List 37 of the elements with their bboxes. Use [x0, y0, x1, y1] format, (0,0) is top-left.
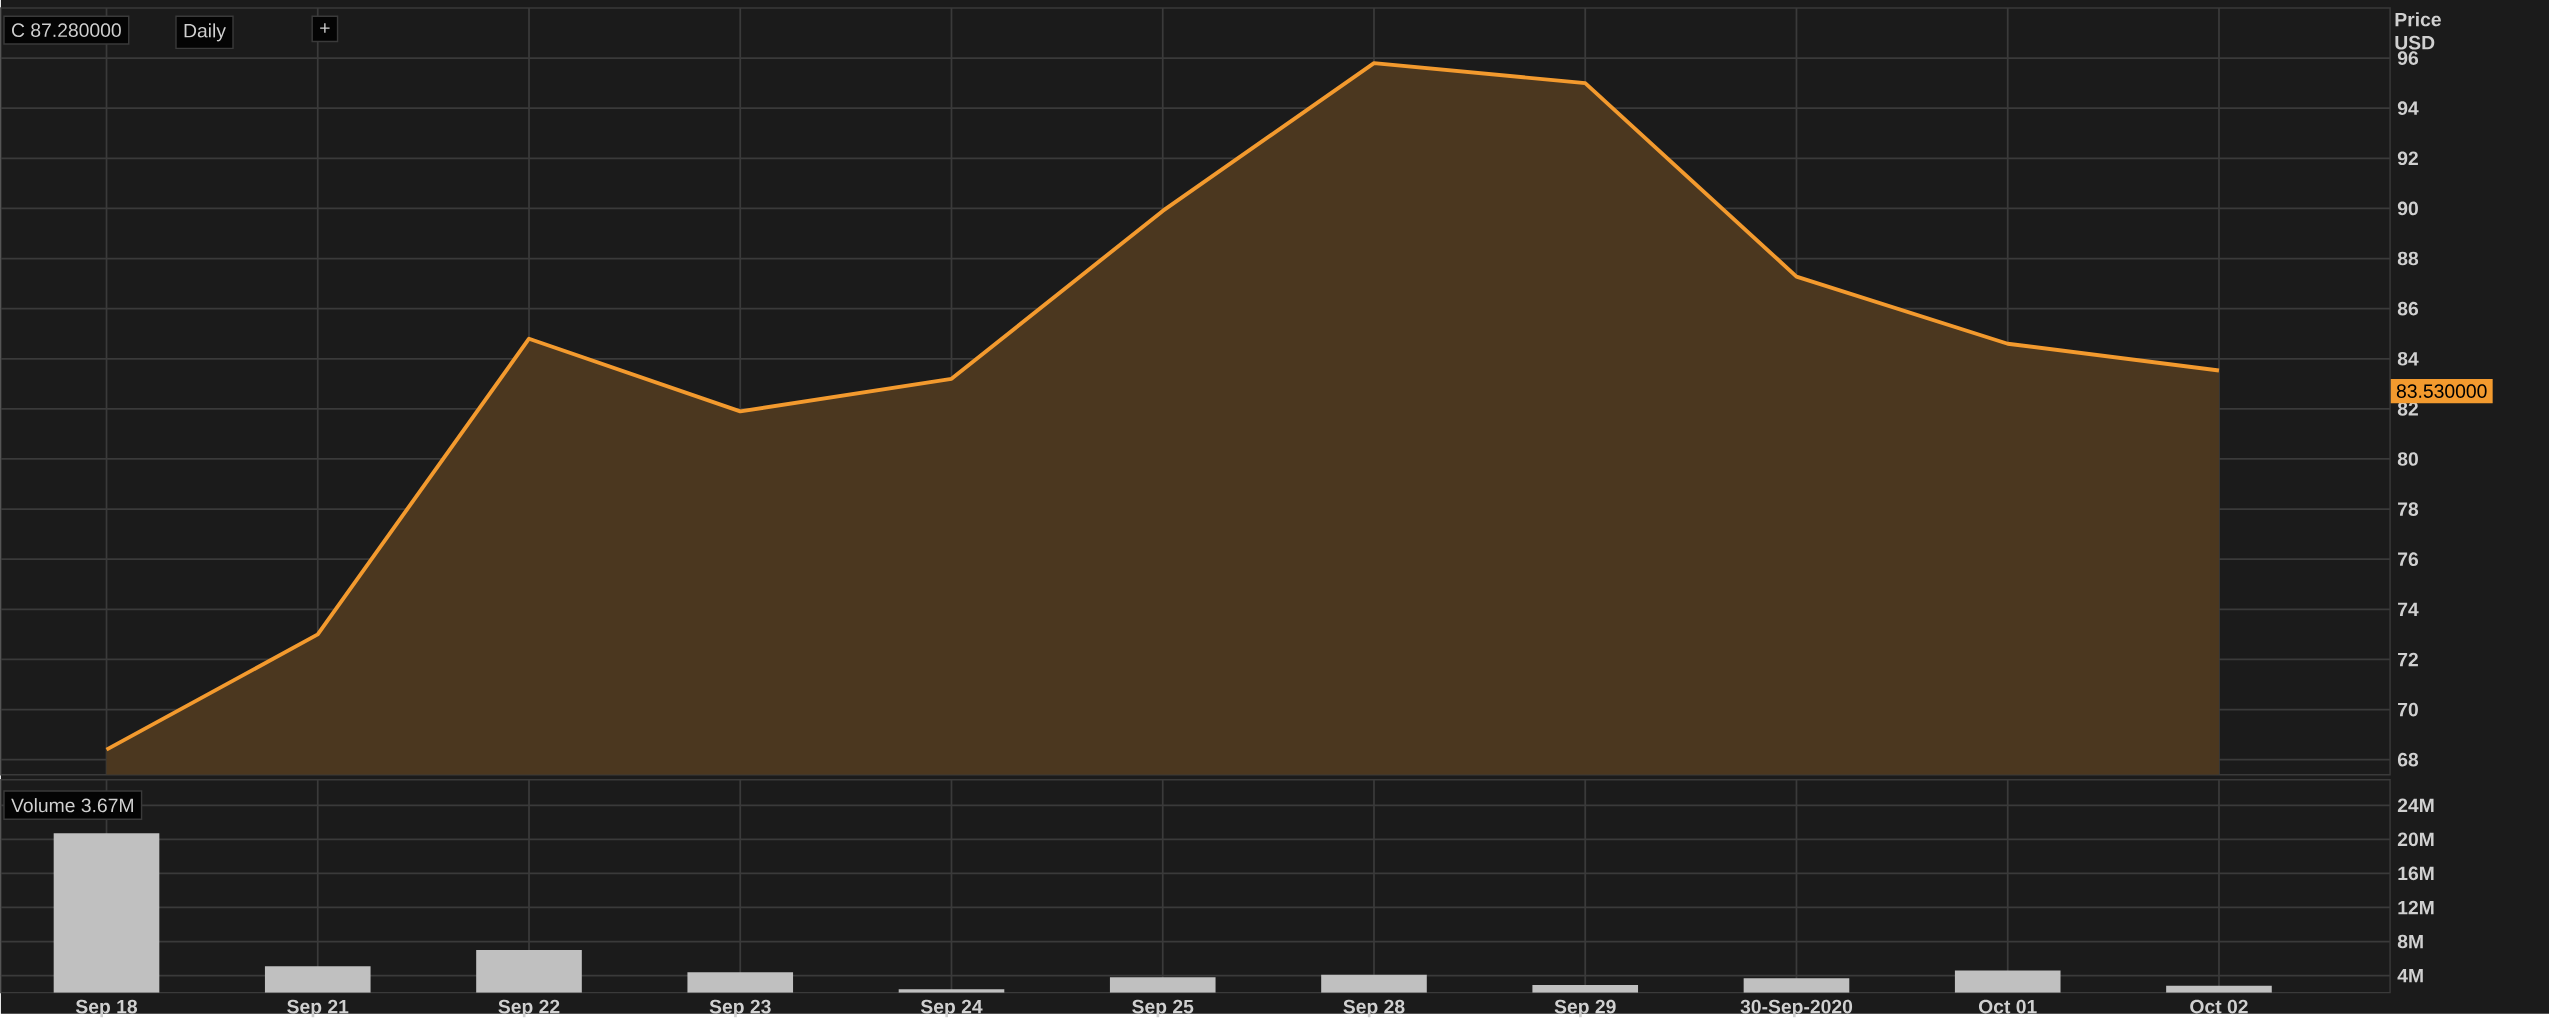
- y-tick-label: 12M: [2398, 900, 2434, 915]
- x-tick-label: Sep 23: [709, 999, 771, 1018]
- y-tick-label: 68: [2397, 752, 2419, 767]
- annotation: +: [320, 23, 330, 33]
- y-tick-label: 24M: [2397, 798, 2434, 813]
- y-tick-label: 94: [2397, 101, 2419, 116]
- y-tick-label: 20M: [2397, 832, 2434, 847]
- x-tick-label: Sep 29: [1554, 999, 1616, 1018]
- y-tick-label: 16M: [2398, 866, 2434, 881]
- annotation: Volume 3.67M: [11, 798, 133, 813]
- y-tick-label: 88: [2397, 251, 2419, 266]
- y-tick-label: 74: [2398, 602, 2419, 617]
- y-tick-label: 72: [2398, 652, 2418, 667]
- y-tick-label: 8M: [2397, 934, 2423, 949]
- x-tick-label: Sep 24: [920, 999, 983, 1018]
- y-tick-label: 92: [2397, 151, 2418, 166]
- y-tick-label: 80: [2397, 452, 2418, 466]
- y-tick-label: 84: [2397, 352, 2419, 366]
- x-tick-label: Oct 02: [2190, 999, 2248, 1014]
- x-tick-label: Sep 21: [287, 999, 349, 1018]
- y-tick-label: 4M: [2397, 969, 2423, 983]
- x-tick-label: Oct 01: [1978, 999, 2037, 1014]
- text: 83.530000: [2396, 384, 2487, 399]
- y-tick-label: 90: [2397, 201, 2418, 216]
- y-tick-label: 96: [2397, 51, 2419, 66]
- y-tick-label: 70: [2398, 702, 2418, 717]
- annotation: Daily: [184, 23, 226, 42]
- y-tick-label: 76: [2398, 552, 2419, 567]
- y-tick-label: 78: [2398, 502, 2419, 517]
- x-tick-label: Sep 28: [1343, 999, 1405, 1018]
- x-tick-label: 30-Sep-2020: [1740, 999, 1853, 1018]
- annotation: C 87.280000: [12, 23, 121, 38]
- x-tick-label: Sep 22: [498, 999, 560, 1018]
- x-tick-label: Sep 18: [75, 999, 138, 1018]
- y-axis-title: Price USD: [2395, 12, 2441, 50]
- y-tick-label: 86: [2397, 301, 2419, 316]
- x-tick-label: Sep 25: [1132, 999, 1194, 1018]
